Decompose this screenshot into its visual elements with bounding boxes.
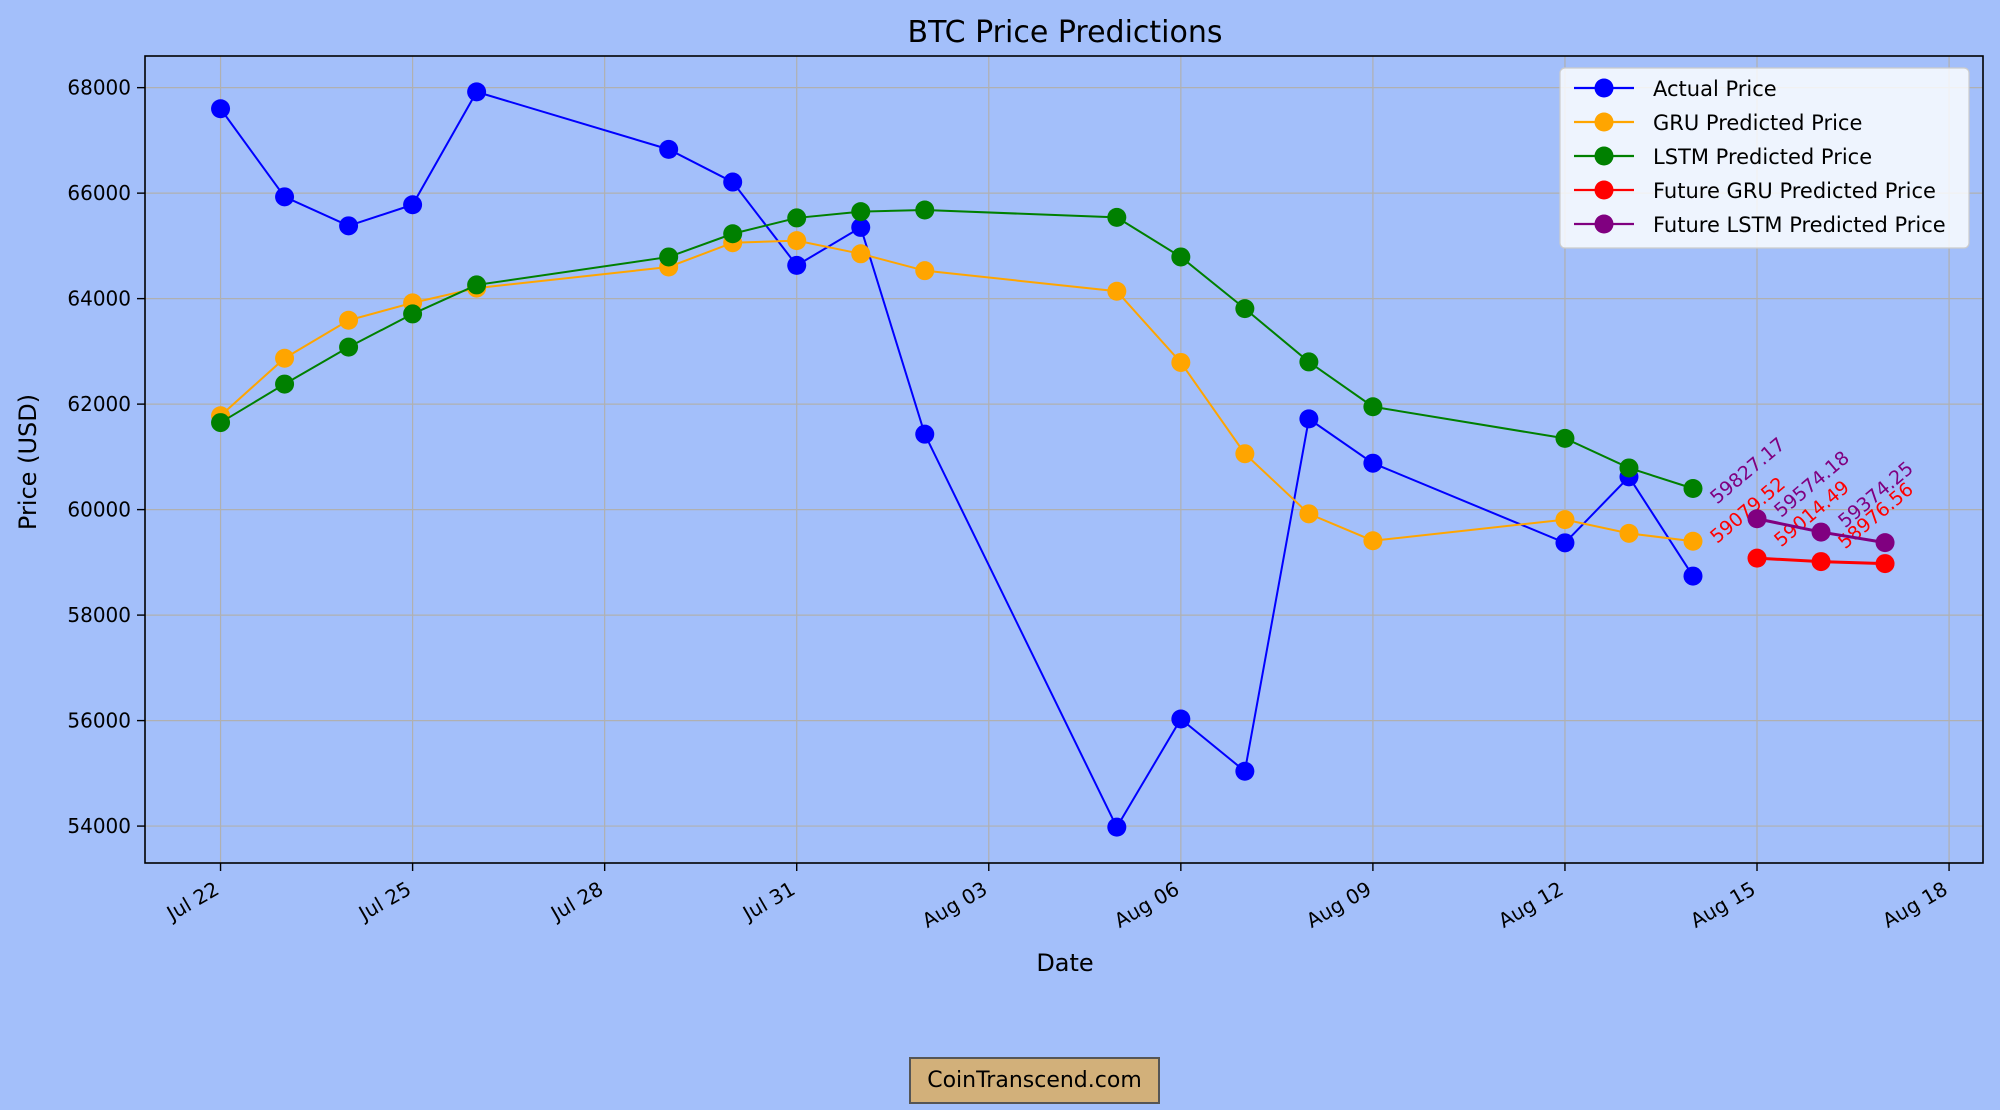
data-point <box>1171 247 1191 267</box>
watermark-badge: CoinTranscend.com <box>909 1057 1160 1104</box>
y-tick-label: 54000 <box>67 814 131 838</box>
data-point <box>1235 761 1255 781</box>
data-point <box>211 413 231 433</box>
data-point <box>1555 510 1575 530</box>
data-point <box>1875 554 1895 574</box>
data-point <box>1107 207 1127 227</box>
data-point <box>1171 709 1191 729</box>
x-tick-label: Aug 03 <box>918 877 991 933</box>
series-actual-price <box>211 82 1703 837</box>
data-point <box>659 139 679 159</box>
y-tick-label: 58000 <box>67 603 131 627</box>
data-point <box>1811 522 1831 542</box>
data-point <box>467 82 487 102</box>
data-point <box>403 304 423 324</box>
data-point <box>1107 281 1127 301</box>
legend-label: Actual Price <box>1653 77 1777 101</box>
data-point <box>1875 533 1895 553</box>
series-lstm-predicted-price <box>211 200 1703 499</box>
legend-swatch-marker <box>1594 78 1614 98</box>
series-line <box>219 239 1694 543</box>
y-axis-label: Price (USD) <box>14 394 42 530</box>
data-point <box>915 261 935 281</box>
data-point <box>787 208 807 228</box>
data-point <box>723 224 743 244</box>
legend-box <box>1559 67 1970 249</box>
y-tick-label: 68000 <box>67 76 131 100</box>
x-tick-label: Jul 28 <box>545 877 607 927</box>
legend-label: Future GRU Predicted Price <box>1653 179 1936 203</box>
data-point <box>915 424 935 444</box>
chart-title: BTC Price Predictions <box>907 15 1222 50</box>
legend-label: LSTM Predicted Price <box>1653 145 1872 169</box>
data-point <box>339 216 359 236</box>
legend-swatch-marker <box>1594 112 1614 132</box>
y-tick-label: 60000 <box>67 498 131 522</box>
y-tick-label: 56000 <box>67 709 131 733</box>
data-point <box>787 255 807 275</box>
series-gru-predicted-price <box>211 231 1703 551</box>
x-tick-label: Jul 25 <box>353 877 415 927</box>
data-point <box>1555 533 1575 553</box>
data-point <box>787 231 807 251</box>
data-point <box>211 99 231 119</box>
data-point <box>1235 444 1255 464</box>
data-point <box>1683 479 1703 499</box>
data-point <box>723 172 743 192</box>
data-point <box>1363 397 1383 417</box>
data-point <box>275 187 295 207</box>
legend-label: Future LSTM Predicted Price <box>1653 213 1946 237</box>
legend-swatch-marker <box>1594 180 1614 200</box>
legend-label: GRU Predicted Price <box>1653 111 1862 135</box>
x-tick-label: Aug 12 <box>1494 877 1567 933</box>
plot-frame <box>144 55 1984 864</box>
data-point <box>1363 453 1383 473</box>
data-point <box>1619 523 1639 543</box>
plot-area: Jul 22 Jul 25 Jul 28 Jul 31 Aug 03 Aug 06 Aug … <box>67 55 1984 933</box>
data-point <box>1363 531 1383 551</box>
data-point <box>403 195 423 215</box>
data-point <box>1171 352 1191 372</box>
data-point <box>1683 531 1703 551</box>
x-tick-label: Jul 22 <box>161 877 223 927</box>
legend: Actual Price GRU Predicted Price LSTM Pred… <box>1559 67 1970 249</box>
x-axis-label: Date <box>1036 949 1093 977</box>
data-point <box>275 374 295 394</box>
data-point <box>339 310 359 330</box>
legend-swatch-marker <box>1594 146 1614 166</box>
data-point <box>1299 352 1319 372</box>
x-tick-label: Aug 15 <box>1686 877 1759 933</box>
series-line <box>219 90 1694 830</box>
data-point <box>339 337 359 357</box>
data-point <box>1619 458 1639 478</box>
data-point <box>1299 409 1319 429</box>
data-point <box>467 275 487 295</box>
data-point <box>851 244 871 264</box>
data-point <box>1747 509 1767 529</box>
x-tick-label: Aug 09 <box>1302 877 1375 933</box>
y-tick-label: 62000 <box>67 392 131 416</box>
data-point <box>1683 566 1703 586</box>
series-line <box>220 209 1694 490</box>
x-tick-label: Aug 18 <box>1878 877 1951 933</box>
data-point <box>851 217 871 237</box>
x-tick-label: Jul 31 <box>737 877 799 927</box>
data-point <box>851 202 871 222</box>
data-point <box>1747 548 1767 568</box>
data-point <box>659 247 679 267</box>
data-point <box>1235 299 1255 319</box>
data-point <box>1107 817 1127 837</box>
data-point <box>275 348 295 368</box>
y-tick-label: 64000 <box>67 287 131 311</box>
legend-swatch-marker <box>1594 214 1614 234</box>
data-point <box>915 200 935 220</box>
data-point <box>1299 504 1319 524</box>
data-point <box>1555 428 1575 448</box>
y-tick-label: 66000 <box>67 181 131 205</box>
data-point <box>1811 552 1831 572</box>
x-tick-label: Aug 06 <box>1110 877 1183 933</box>
